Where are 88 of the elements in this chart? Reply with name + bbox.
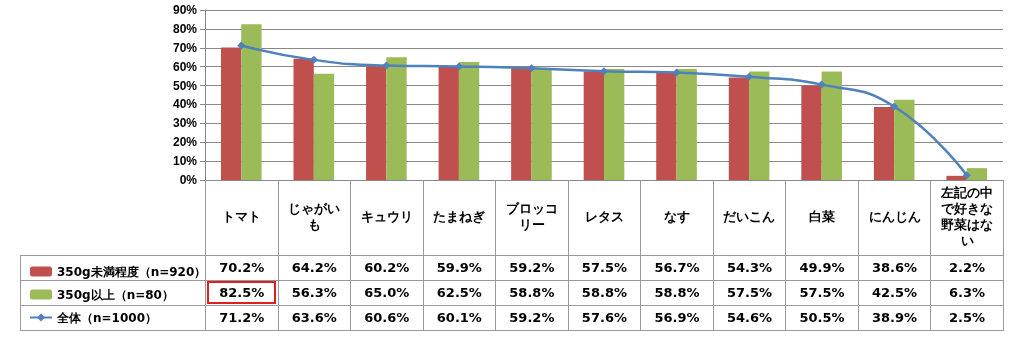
bar xyxy=(966,168,988,180)
x-tick-label: たまねぎ xyxy=(423,180,496,255)
point xyxy=(672,68,681,77)
bar xyxy=(894,99,915,180)
data-label: 56.3% xyxy=(278,280,351,305)
bar xyxy=(873,107,895,180)
data-label: 58.8% xyxy=(495,280,569,305)
data-label: 60.1% xyxy=(423,305,496,330)
data-label: 60.2% xyxy=(350,255,424,280)
x-tick-label: レタス xyxy=(568,180,641,255)
point xyxy=(527,64,536,73)
data-label: 59.2% xyxy=(495,255,569,280)
bar xyxy=(676,68,697,180)
x-tick-label: トマト xyxy=(205,180,279,255)
bar xyxy=(220,47,242,180)
y-tick-label: 70% xyxy=(172,40,198,55)
data-label: 56.9% xyxy=(640,305,714,330)
data-label: 50.5% xyxy=(785,305,859,330)
point xyxy=(237,41,246,50)
bar xyxy=(366,66,387,180)
x-tick-label: じゃがいも xyxy=(278,180,351,255)
bar xyxy=(946,175,967,180)
bar xyxy=(656,72,677,180)
y-tick-label: 10% xyxy=(172,154,198,169)
data-label: 58.8% xyxy=(568,280,641,305)
y-tick-label: 60% xyxy=(172,59,198,74)
data-label: 38.6% xyxy=(858,255,931,280)
data-label: 60.6% xyxy=(350,305,424,330)
data-label: 58.8% xyxy=(640,280,714,305)
x-tick-label: キュウリ xyxy=(350,180,424,255)
data-label: 65.0% xyxy=(350,280,424,305)
y-tick-label: 80% xyxy=(172,21,198,36)
data-label: 6.3% xyxy=(930,280,1004,305)
y-tick-label: 40% xyxy=(172,97,198,112)
legend-label: 350g未満程度（n=920） xyxy=(57,264,207,279)
data-label: 63.6% xyxy=(278,305,351,330)
legend-label: 350g以上（n=80） xyxy=(57,287,174,302)
bar xyxy=(604,68,625,180)
y-tick-label: 0% xyxy=(179,173,198,187)
data-label: 56.7% xyxy=(640,255,714,280)
point xyxy=(309,55,318,64)
y-tick-label: 50% xyxy=(172,78,198,93)
data-label: 59.2% xyxy=(495,305,569,330)
bar xyxy=(749,71,770,180)
bar xyxy=(458,61,480,180)
point xyxy=(454,62,463,71)
data-label: 57.5% xyxy=(785,280,859,305)
data-label: 2.5% xyxy=(930,305,1004,330)
x-tick-label: 白菜 xyxy=(785,180,859,255)
point xyxy=(817,80,826,89)
data-label: 71.2% xyxy=(205,305,279,330)
point xyxy=(382,61,391,70)
x-tick-label: 左記の中で好きな野菜はない xyxy=(930,180,1004,255)
data-label: 38.9% xyxy=(858,305,931,330)
bar xyxy=(438,66,459,180)
data-label: 49.9% xyxy=(785,255,859,280)
bar xyxy=(728,77,750,180)
y-tick-label: 20% xyxy=(172,135,198,150)
y-tick-label: 90% xyxy=(172,3,198,17)
bar xyxy=(531,68,552,180)
bar xyxy=(313,73,335,180)
bar xyxy=(801,85,822,180)
bar xyxy=(821,71,842,180)
x-tick-label: なす xyxy=(640,180,714,255)
data-label: 54.6% xyxy=(713,305,786,330)
bar xyxy=(241,24,262,180)
data-label: 57.5% xyxy=(568,255,641,280)
bar xyxy=(293,58,314,180)
data-label: 62.5% xyxy=(423,280,496,305)
x-tick-label: にんじん xyxy=(858,180,931,255)
data-label: 70.2% xyxy=(205,255,279,280)
data-label: 2.2% xyxy=(930,255,1004,280)
data-label: 57.6% xyxy=(568,305,641,330)
bar xyxy=(583,71,604,180)
data-label: 42.5% xyxy=(858,280,931,305)
point xyxy=(890,102,899,111)
legend-label: 全体（n=1000） xyxy=(56,310,157,325)
bar xyxy=(511,68,532,180)
bar xyxy=(386,57,407,180)
data-label: 57.5% xyxy=(713,280,786,305)
data-label: 64.2% xyxy=(278,255,351,280)
y-tick-label: 30% xyxy=(172,116,198,131)
x-tick-label: ブロッコリー xyxy=(495,180,569,255)
point xyxy=(600,67,608,76)
x-tick-label: だいこん xyxy=(713,180,786,255)
point xyxy=(962,171,971,180)
data-label: 54.3% xyxy=(713,255,786,280)
data-label: 59.9% xyxy=(423,255,496,280)
